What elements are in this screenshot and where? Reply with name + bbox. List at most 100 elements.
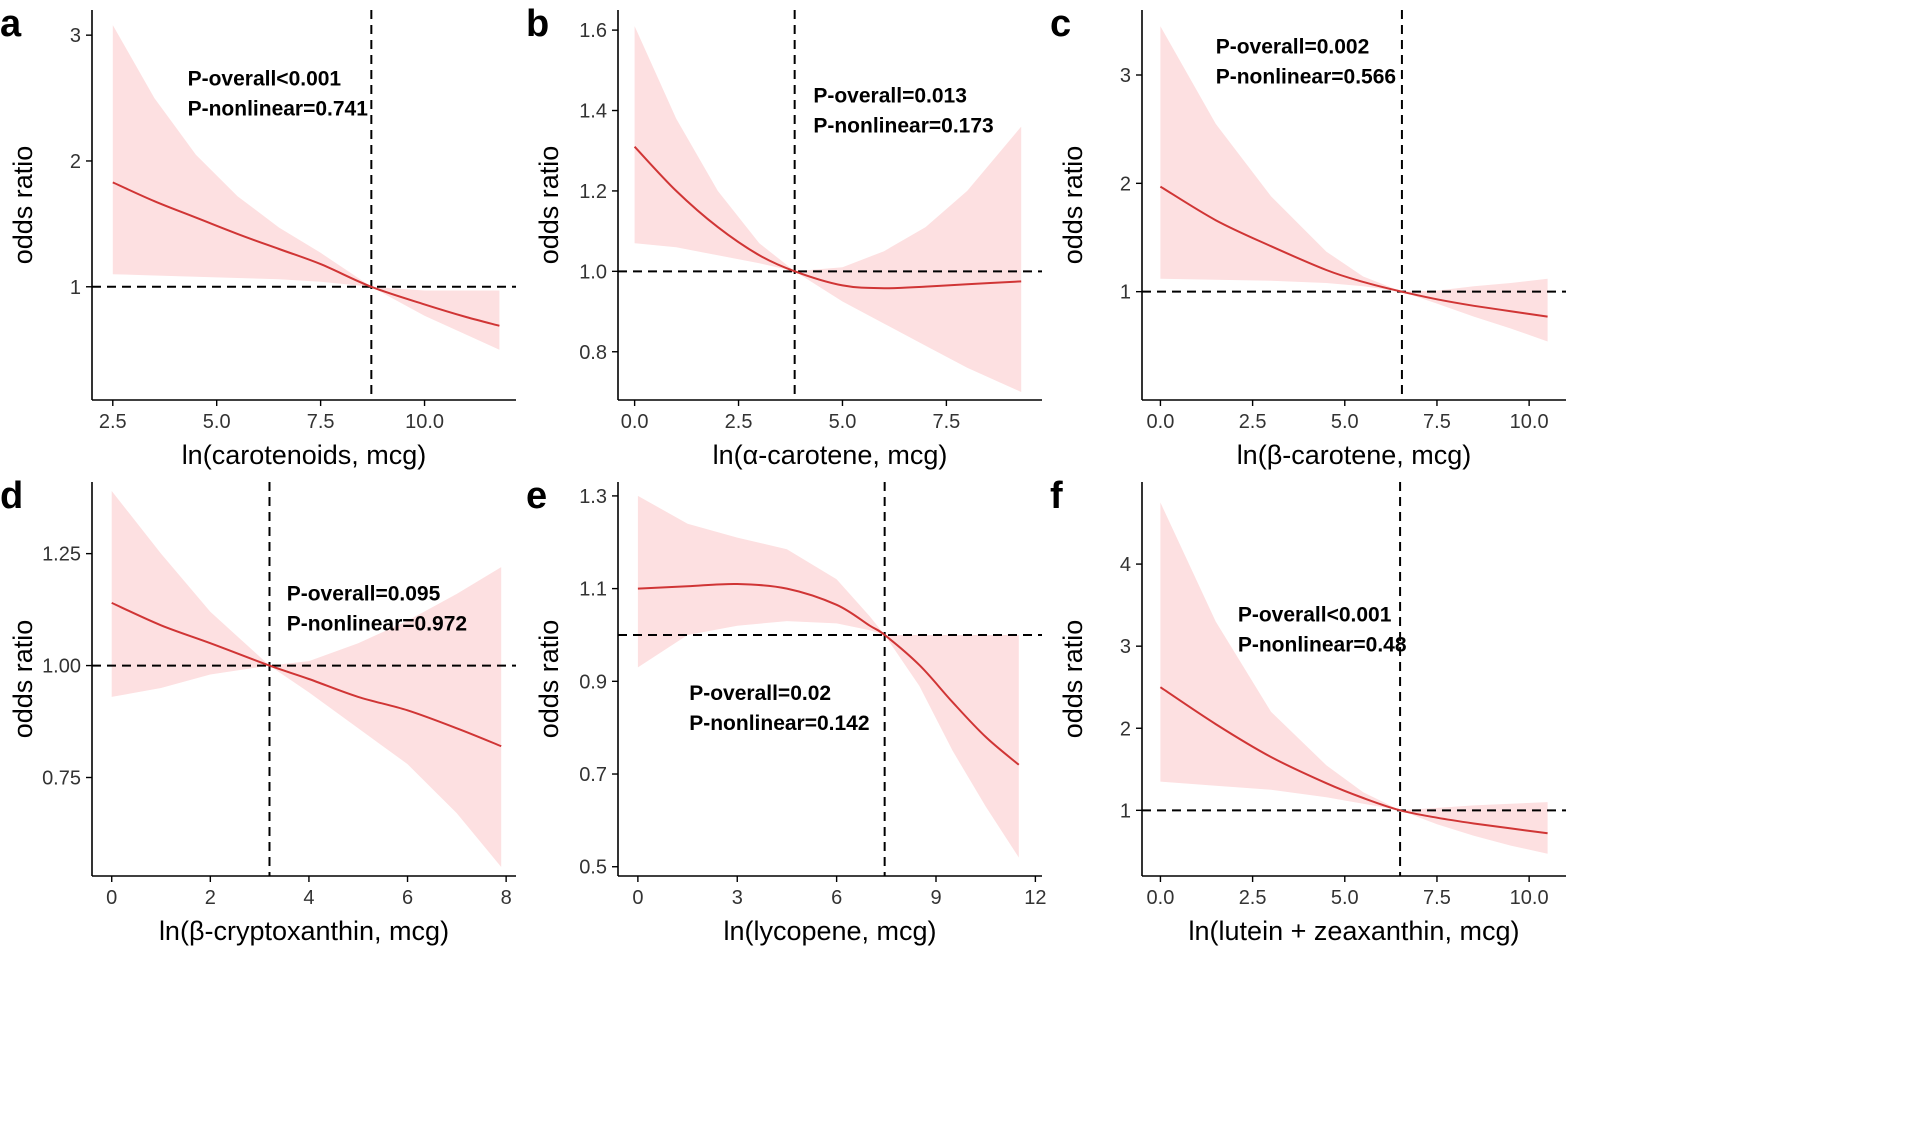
- x-axis-title: ln(carotenoids, mcg): [182, 440, 427, 470]
- p-overall-annotation: P-overall<0.001: [188, 67, 342, 90]
- odds-ratio-curve: [111, 601, 502, 748]
- p-nonlinear-annotation: P-nonlinear=0.972: [287, 613, 467, 636]
- x-axis-title: ln(lycopene, mcg): [723, 916, 936, 946]
- panel-letter: a: [0, 3, 22, 45]
- x-tick-label: 7.5: [1423, 887, 1451, 909]
- x-tick-label: 7.5: [307, 411, 335, 433]
- y-tick-label: 1.1: [579, 579, 607, 601]
- y-tick-label: 3: [1120, 636, 1131, 658]
- confidence-band: [112, 25, 500, 350]
- odds-ratio-curve: [637, 582, 1020, 766]
- y-tick-label: 0.75: [42, 768, 81, 790]
- x-tick-label: 3: [732, 887, 743, 909]
- x-axis-title: ln(lutein + zeaxanthin, mcg): [1189, 916, 1520, 946]
- p-nonlinear-annotation: P-nonlinear=0.142: [689, 712, 869, 735]
- p-nonlinear-annotation: P-nonlinear=0.48: [1238, 634, 1407, 657]
- x-tick-label: 0.0: [621, 411, 649, 433]
- x-tick-label: 0: [632, 887, 643, 909]
- y-tick-label: 1.2: [579, 181, 607, 203]
- y-tick-label: 1: [1120, 282, 1131, 304]
- y-tick-label: 1: [70, 277, 81, 299]
- x-tick-label: 2: [205, 887, 216, 909]
- panel-a: 2.5 5.0 7.5 10.0 1 2 3 a ln(carotenoids, mcg) odd…: [0, 3, 516, 470]
- odds-ratio-curve: [1159, 185, 1548, 318]
- panel-f: 0.0 2.5 5.0 7.5 10.0 1 2 3 4 f ln(lutein + zeaxant…: [1050, 475, 1566, 946]
- y-tick-label: 2: [1120, 718, 1131, 740]
- panel-letter: d: [0, 475, 23, 517]
- y-axis-title: odds ratio: [1058, 146, 1088, 265]
- x-tick-label: 12: [1024, 887, 1046, 909]
- panel-letter: e: [526, 475, 547, 517]
- panel-d: 0 2 4 6 8 0.75 1.00 1.25 d ln(β-cryptoxanthin, mc…: [0, 475, 516, 946]
- x-tick-label: 10.0: [405, 411, 444, 433]
- y-tick-label: 1: [1120, 800, 1131, 822]
- p-nonlinear-annotation: P-nonlinear=0.741: [188, 97, 369, 120]
- y-axis-title: odds ratio: [8, 620, 38, 739]
- x-tick-label: 0: [106, 887, 117, 909]
- x-tick-label: 2.5: [1239, 887, 1267, 909]
- x-axis-title: ln(β-cryptoxanthin, mcg): [159, 916, 449, 946]
- odds-ratio-curve: [112, 181, 500, 327]
- panel-b: 0.0 2.5 5.0 7.5 0.8 1.0 1.2 1.4 1.6 b ln(α-caroten…: [526, 3, 1042, 470]
- x-tick-label: 5.0: [1331, 887, 1359, 909]
- p-overall-annotation: P-overall=0.013: [813, 84, 967, 107]
- p-nonlinear-annotation: P-nonlinear=0.566: [1216, 65, 1396, 88]
- x-tick-label: 10.0: [1510, 887, 1549, 909]
- panel-e: 0 3 6 9 12 0.5 0.7 0.9 1.1 1.3 e ln(lycopene, mcg) o…: [526, 475, 1047, 946]
- confidence-band: [637, 495, 1019, 858]
- x-tick-label: 0.0: [1147, 887, 1175, 909]
- y-tick-label: 1.3: [579, 486, 607, 508]
- x-tick-label: 5.0: [829, 411, 857, 433]
- confidence-band: [1160, 26, 1548, 342]
- y-tick-label: 1.0: [579, 261, 607, 283]
- x-tick-label: 5.0: [1331, 411, 1359, 433]
- x-tick-label: 2.5: [1239, 411, 1267, 433]
- y-tick-label: 1.00: [42, 656, 81, 678]
- p-overall-annotation: P-overall=0.002: [1216, 35, 1370, 58]
- x-tick-label: 2.5: [725, 411, 753, 433]
- odds-ratio-curve: [633, 146, 1022, 290]
- y-tick-label: 0.7: [579, 764, 607, 786]
- panel-c: 0.0 2.5 5.0 7.5 10.0 1 2 3 c ln(β-carotene, mcg) o…: [1050, 3, 1566, 470]
- p-overall-annotation: P-overall=0.095: [287, 583, 441, 606]
- y-axis-title: odds ratio: [8, 146, 38, 265]
- odds-ratio-curve: [1159, 686, 1548, 835]
- p-nonlinear-annotation: P-nonlinear=0.173: [813, 114, 993, 137]
- x-tick-label: 4: [303, 887, 314, 909]
- panel-letter: b: [526, 3, 549, 45]
- y-tick-label: 1.25: [42, 544, 81, 566]
- x-tick-label: 0.0: [1147, 411, 1175, 433]
- y-tick-label: 2: [1120, 173, 1131, 195]
- y-tick-label: 1.4: [579, 101, 607, 123]
- x-tick-label: 6: [402, 887, 413, 909]
- y-tick-label: 4: [1120, 554, 1131, 576]
- confidence-band: [1160, 502, 1548, 854]
- y-tick-label: 3: [70, 25, 81, 47]
- x-tick-label: 7.5: [1423, 411, 1451, 433]
- x-tick-label: 2.5: [99, 411, 127, 433]
- y-tick-label: 1.6: [579, 20, 607, 42]
- x-tick-label: 5.0: [203, 411, 231, 433]
- panel-letter: f: [1050, 475, 1063, 517]
- p-overall-annotation: P-overall<0.001: [1238, 604, 1392, 627]
- x-axis-title: ln(α-carotene, mcg): [713, 440, 948, 470]
- p-overall-annotation: P-overall=0.02: [689, 682, 831, 705]
- x-tick-label: 6: [831, 887, 842, 909]
- y-tick-label: 0.8: [579, 342, 607, 364]
- x-tick-label: 7.5: [932, 411, 960, 433]
- y-tick-label: 0.5: [579, 857, 607, 879]
- x-axis-title: ln(β-carotene, mcg): [1237, 440, 1472, 470]
- x-tick-label: 8: [501, 887, 512, 909]
- y-axis-title: odds ratio: [534, 620, 564, 739]
- panel-letter: c: [1050, 3, 1071, 45]
- y-tick-label: 0.9: [579, 671, 607, 693]
- y-tick-label: 3: [1120, 65, 1131, 87]
- confidence-band: [634, 26, 1022, 392]
- y-axis-title: odds ratio: [534, 146, 564, 265]
- y-axis-title: odds ratio: [1058, 620, 1088, 739]
- y-tick-label: 2: [70, 151, 81, 173]
- x-tick-label: 10.0: [1510, 411, 1549, 433]
- x-tick-label: 9: [930, 887, 941, 909]
